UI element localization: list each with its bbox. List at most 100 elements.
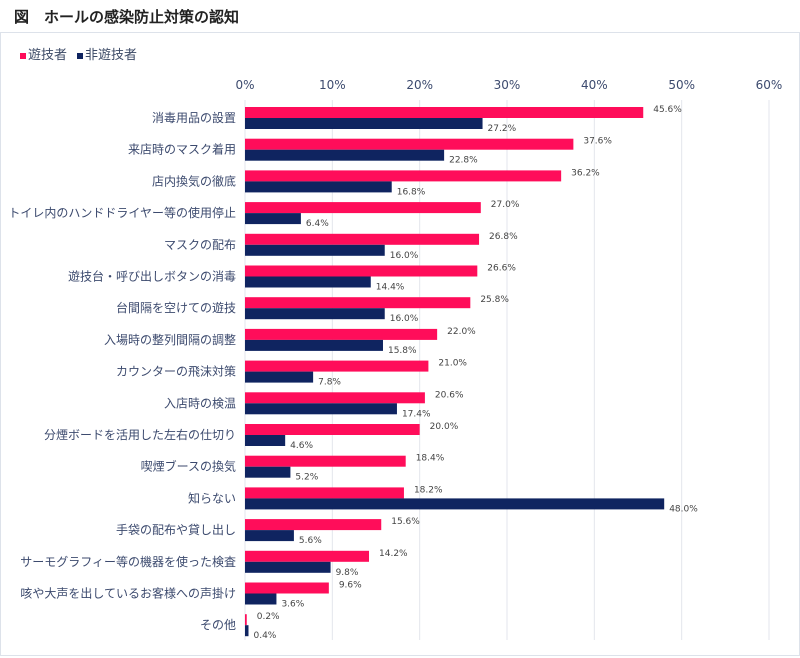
category-label: 入場時の整列間隔の調整: [104, 332, 236, 347]
legend-label: 遊技者: [28, 48, 68, 63]
x-tick-label: 20%: [406, 78, 433, 92]
bar-player: [245, 550, 370, 562]
category-label: 手袋の配布や貸し出し: [116, 522, 236, 537]
category-label: 咳や大声を出しているお客様への声掛け: [20, 586, 236, 601]
data-label: 4.6%: [290, 441, 313, 451]
data-label: 0.2%: [257, 612, 280, 622]
data-label: 26.8%: [489, 232, 518, 242]
data-label: 27.0%: [491, 200, 520, 210]
data-label: 20.6%: [435, 390, 464, 400]
category-label: 分煙ボードを活用した左右の仕切り: [44, 427, 236, 442]
legend-item-1: 非遊技者: [77, 44, 137, 63]
x-tick-label: 40%: [581, 78, 608, 92]
bar-player: [245, 107, 644, 118]
data-label: 18.4%: [416, 454, 445, 464]
bar-player: [245, 265, 478, 277]
bar-non-player: [245, 244, 385, 256]
bar-non-player: [245, 498, 665, 510]
category-label: 台間隔を空けての遊技: [116, 300, 236, 315]
bar-non-player: [245, 339, 383, 351]
data-label: 5.6%: [299, 536, 322, 546]
data-label: 16.8%: [397, 187, 426, 197]
data-label: 25.8%: [480, 295, 509, 305]
data-label: 5.2%: [295, 473, 318, 483]
bar-non-player: [245, 625, 249, 637]
category-label: 喫煙ブースの換気: [141, 459, 236, 474]
data-label: 9.8%: [336, 568, 359, 578]
data-label: 27.2%: [488, 124, 517, 134]
data-label: 14.4%: [376, 283, 405, 293]
bar-player: [245, 392, 425, 404]
x-tick-label: 10%: [319, 78, 346, 92]
data-label: 17.4%: [402, 409, 431, 419]
bar-player: [245, 519, 382, 531]
category-label: トイレ内のハンドドライヤー等の使用停止: [8, 205, 236, 220]
data-label: 14.2%: [379, 549, 408, 559]
bar-player: [245, 328, 438, 340]
bar-non-player: [245, 118, 483, 129]
data-label: 37.6%: [583, 137, 612, 147]
bar-non-player: [245, 593, 277, 605]
data-label: 6.4%: [306, 219, 329, 229]
category-label: マスクの配布: [164, 238, 236, 252]
data-label: 9.6%: [339, 581, 362, 591]
bar-non-player: [245, 466, 291, 478]
category-label: カウンターの飛沫対策: [116, 365, 236, 379]
category-label: 入店時の検温: [164, 396, 236, 410]
bar-player: [245, 202, 481, 214]
legend-label: 非遊技者: [85, 48, 138, 63]
data-label: 36.2%: [571, 168, 600, 178]
legend-item-0: 遊技者: [20, 44, 67, 63]
data-label: 20.0%: [430, 422, 459, 432]
bar-player: [245, 424, 420, 435]
x-tick-label: 50%: [668, 78, 695, 92]
category-label: その他: [200, 618, 236, 632]
data-label: 18.2%: [414, 485, 443, 495]
x-tick-label: 0%: [235, 78, 254, 92]
bar-non-player: [245, 276, 371, 288]
category-label: 消毒用品の設置: [152, 110, 236, 125]
legend-swatch: [20, 52, 26, 59]
bar-player: [245, 614, 247, 626]
data-label: 16.0%: [390, 251, 419, 261]
category-label: サーモグラフィー等の機器を使った検査: [20, 554, 236, 569]
bar-player: [245, 138, 574, 150]
bar-non-player: [245, 403, 397, 415]
bar-player: [245, 233, 480, 245]
data-label: 3.6%: [281, 600, 304, 610]
category-label: 来店時のマスク着用: [128, 142, 236, 157]
legend: 遊技者 非遊技者: [20, 44, 137, 63]
bar-player: [245, 360, 429, 372]
data-label: 15.6%: [391, 517, 420, 527]
bar-player: [245, 170, 562, 182]
bar-non-player: [245, 149, 445, 161]
bar-non-player: [245, 435, 286, 446]
category-label: 店内換気の徹底: [152, 173, 236, 188]
bar-non-player: [245, 371, 314, 383]
x-tick-label: 60%: [756, 78, 783, 92]
bar-player: [245, 455, 406, 467]
bar-non-player: [245, 308, 385, 320]
data-label: 15.8%: [388, 346, 417, 356]
category-label: 知らない: [188, 491, 236, 505]
bar-non-player: [245, 561, 331, 573]
category-label: 遊技台・呼び出しボタンの消毒: [68, 269, 236, 284]
data-label: 0.4%: [253, 631, 276, 641]
legend-swatch: [77, 52, 84, 59]
data-label: 16.0%: [390, 314, 419, 324]
bar-non-player: [245, 181, 392, 193]
x-tick-label: 30%: [494, 78, 521, 92]
data-label: 22.0%: [447, 327, 476, 337]
bar-player: [245, 487, 404, 499]
data-label: 22.8%: [449, 156, 478, 166]
data-label: 21.0%: [438, 359, 467, 369]
bar-player: [245, 582, 329, 594]
figure-title: 図 ホールの感染防止対策の認知: [14, 8, 240, 26]
data-label: 45.6%: [653, 105, 682, 115]
bar-player: [245, 297, 471, 309]
bar-non-player: [245, 530, 294, 542]
bar-non-player: [245, 213, 301, 225]
data-label: 7.8%: [318, 378, 341, 388]
data-label: 48.0%: [669, 504, 698, 514]
